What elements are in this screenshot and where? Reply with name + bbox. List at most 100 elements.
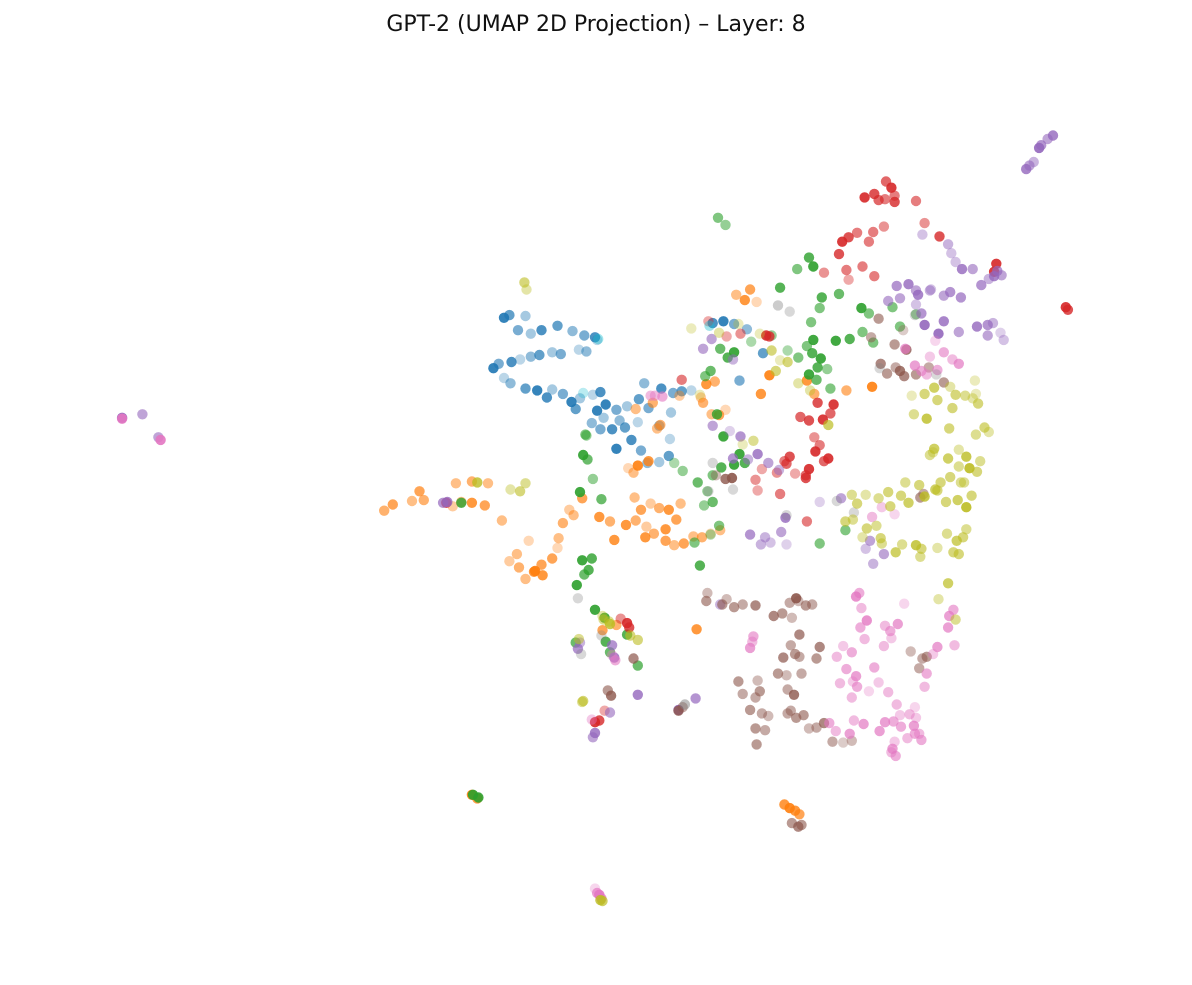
data-point <box>406 495 418 507</box>
data-point <box>919 681 930 692</box>
data-point <box>794 809 805 820</box>
data-point <box>950 256 961 268</box>
data-point <box>938 290 949 301</box>
data-point <box>803 415 815 426</box>
data-point <box>948 604 959 615</box>
data-point <box>660 535 671 546</box>
data-point <box>851 498 863 509</box>
data-point <box>610 655 621 666</box>
data-point <box>825 408 836 419</box>
data-point <box>945 381 956 392</box>
data-point <box>794 651 805 662</box>
data-point <box>575 648 587 660</box>
data-point <box>894 321 906 332</box>
data-point <box>513 562 525 573</box>
data-point <box>854 587 865 599</box>
data-point <box>855 622 866 633</box>
data-point <box>863 236 875 247</box>
data-point <box>983 426 994 438</box>
data-point <box>878 548 890 560</box>
data-point <box>919 388 930 400</box>
data-point <box>595 386 606 398</box>
data-point <box>591 334 603 346</box>
data-point <box>727 354 739 365</box>
data-point <box>596 630 607 641</box>
data-point <box>677 465 688 477</box>
data-point <box>697 343 709 354</box>
data-point <box>700 371 711 382</box>
data-point <box>924 449 936 461</box>
data-point <box>784 306 795 317</box>
data-point <box>889 509 900 520</box>
data-point <box>910 712 922 723</box>
data-point <box>733 318 744 330</box>
data-point <box>815 353 826 364</box>
data-point <box>781 539 792 550</box>
data-point <box>782 356 793 368</box>
data-point <box>976 279 987 291</box>
data-point <box>950 389 961 400</box>
data-point <box>883 687 894 698</box>
data-point <box>577 555 588 566</box>
data-point <box>718 316 729 327</box>
data-point <box>669 457 680 469</box>
data-point <box>917 229 928 240</box>
data-point <box>814 496 825 508</box>
data-point <box>768 610 779 622</box>
chart-title: GPT-2 (UMAP 2D Projection) – Layer: 8 <box>386 12 806 37</box>
data-point <box>155 434 166 446</box>
data-point <box>885 501 896 512</box>
data-point <box>970 429 982 440</box>
data-point <box>690 693 701 704</box>
data-point <box>586 417 597 429</box>
data-point <box>966 490 977 501</box>
data-point <box>744 704 756 716</box>
data-point <box>675 498 686 509</box>
data-point <box>949 640 960 651</box>
data-point <box>511 548 523 560</box>
data-point <box>466 497 478 508</box>
data-point <box>525 328 536 339</box>
data-point <box>891 699 902 710</box>
data-point <box>553 533 564 544</box>
data-point <box>479 500 490 511</box>
data-point <box>488 363 499 374</box>
data-point <box>728 602 740 613</box>
data-point <box>442 496 453 508</box>
data-point <box>754 328 765 339</box>
data-point <box>857 261 868 272</box>
data-point <box>887 743 898 754</box>
data-point <box>587 732 599 743</box>
data-point <box>387 499 398 510</box>
data-point <box>858 718 869 730</box>
data-point <box>737 599 748 610</box>
data-point <box>906 390 917 401</box>
data-point <box>552 542 563 554</box>
data-point <box>707 496 718 508</box>
data-point <box>823 419 834 431</box>
data-point <box>694 389 706 400</box>
data-point <box>609 534 620 546</box>
data-point <box>932 364 943 376</box>
data-point <box>721 331 732 342</box>
data-point <box>632 417 643 428</box>
data-point <box>716 462 727 473</box>
data-point <box>520 383 531 394</box>
data-point <box>707 470 718 481</box>
data-point <box>794 629 805 640</box>
data-point <box>818 456 830 467</box>
data-point <box>630 515 641 526</box>
data-point <box>822 363 833 375</box>
data-point <box>614 415 625 426</box>
data-point <box>726 472 738 484</box>
data-point <box>825 383 836 394</box>
data-point <box>844 333 855 345</box>
data-point <box>620 519 632 531</box>
data-point <box>969 375 981 386</box>
data-point <box>654 456 665 468</box>
data-point <box>873 313 884 324</box>
data-point <box>814 302 825 314</box>
data-point <box>851 227 863 238</box>
data-point <box>998 334 1009 346</box>
